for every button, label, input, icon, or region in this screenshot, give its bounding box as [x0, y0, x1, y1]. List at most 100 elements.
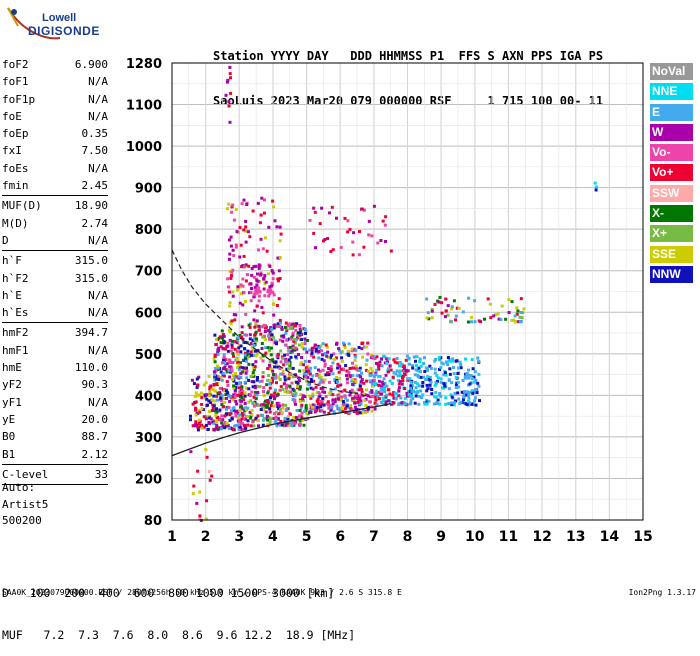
- echo-point: [473, 299, 477, 303]
- echo-point: [196, 383, 200, 387]
- echo-point: [403, 373, 407, 377]
- echo-point: [294, 402, 297, 406]
- echo-point: [209, 417, 213, 421]
- echo-point: [216, 364, 219, 368]
- x-tick-label: 7: [369, 529, 379, 545]
- echo-point: [444, 315, 447, 319]
- param-row: hmF1 N/A: [2, 342, 108, 359]
- echo-point: [397, 364, 401, 368]
- echo-point: [269, 353, 273, 357]
- echo-point: [297, 343, 301, 347]
- chart-marks: [189, 65, 598, 522]
- echo-point: [230, 409, 233, 413]
- echo-point: [271, 271, 275, 275]
- echo-point: [515, 306, 519, 310]
- x-tick-label: 9: [436, 529, 446, 545]
- echo-point: [287, 358, 291, 362]
- echo-point: [205, 455, 209, 459]
- echo-point: [239, 403, 243, 407]
- echo-point: [228, 412, 232, 415]
- echo-point: [417, 375, 420, 378]
- echo-point: [361, 355, 365, 359]
- echo-point: [377, 364, 380, 368]
- echo-point: [465, 393, 469, 397]
- echo-point: [345, 373, 348, 377]
- echo-point: [343, 346, 347, 349]
- param-name: foF1p: [2, 92, 36, 106]
- echo-point: [218, 427, 222, 430]
- echo-point: [377, 383, 381, 387]
- echo-point: [289, 390, 293, 394]
- echo-point: [290, 392, 294, 396]
- echo-point: [393, 391, 397, 395]
- echo-point: [467, 393, 471, 397]
- echo-point: [231, 352, 235, 355]
- echo-point: [401, 379, 405, 383]
- echo-point: [317, 344, 321, 348]
- echo-point: [396, 378, 400, 382]
- echo-point: [367, 219, 371, 223]
- echo-point: [293, 337, 296, 341]
- echo-point: [253, 386, 257, 390]
- echo-point: [337, 347, 341, 351]
- echo-point: [250, 413, 254, 416]
- echo-point: [265, 399, 269, 402]
- echo-point: [359, 399, 363, 403]
- echo-point: [220, 378, 224, 382]
- echo-point: [317, 373, 321, 377]
- echo-point: [357, 253, 361, 257]
- echo-point: [317, 350, 321, 353]
- echo-point: [407, 356, 411, 360]
- y-tick-label: 700: [135, 265, 162, 280]
- echo-point: [286, 362, 290, 366]
- echo-point: [341, 410, 345, 413]
- echo-point: [221, 373, 225, 377]
- echo-point: [414, 364, 418, 368]
- echo-point: [263, 353, 267, 357]
- echo-point: [406, 378, 410, 382]
- param-row: D N/A: [2, 232, 108, 249]
- echo-point: [270, 327, 274, 331]
- echo-point: [388, 401, 392, 404]
- echo-point: [423, 370, 427, 373]
- echo-point: [360, 390, 364, 394]
- echo-point: [346, 351, 350, 355]
- echo-point: [298, 408, 302, 412]
- param-row: C-level 33: [2, 466, 108, 483]
- echo-point: [333, 400, 337, 404]
- echo-point: [245, 203, 249, 206]
- echo-point: [272, 417, 276, 420]
- echo-point: [397, 394, 401, 398]
- echo-point: [268, 410, 272, 414]
- echo-point: [327, 403, 331, 407]
- echo-point: [391, 375, 395, 379]
- echo-point: [261, 414, 265, 418]
- echo-point: [197, 408, 200, 412]
- echo-point: [292, 415, 296, 419]
- echo-point: [328, 391, 332, 395]
- echo-point: [440, 311, 444, 315]
- echo-point: [221, 418, 225, 422]
- echo-point: [455, 359, 459, 363]
- echo-point: [232, 218, 236, 222]
- echo-point: [282, 335, 286, 339]
- echo-point: [442, 373, 446, 377]
- echo-point: [454, 376, 458, 379]
- echo-point: [238, 301, 242, 305]
- echo-point: [218, 391, 222, 395]
- echo-point: [450, 305, 454, 309]
- echo-point: [342, 343, 346, 347]
- echo-point: [225, 345, 229, 349]
- param-name: MUF(D): [2, 199, 42, 213]
- echo-point: [238, 255, 242, 259]
- echo-point: [251, 209, 255, 213]
- echo-point: [360, 371, 363, 375]
- echo-point: [373, 357, 377, 360]
- echo-point: [288, 345, 292, 349]
- plot-frame: [171, 62, 644, 521]
- echo-point: [356, 368, 360, 372]
- echo-point: [245, 333, 248, 337]
- legend-item-nnw: NNW: [650, 265, 693, 283]
- echo-point: [253, 393, 257, 397]
- echo-point: [401, 374, 405, 378]
